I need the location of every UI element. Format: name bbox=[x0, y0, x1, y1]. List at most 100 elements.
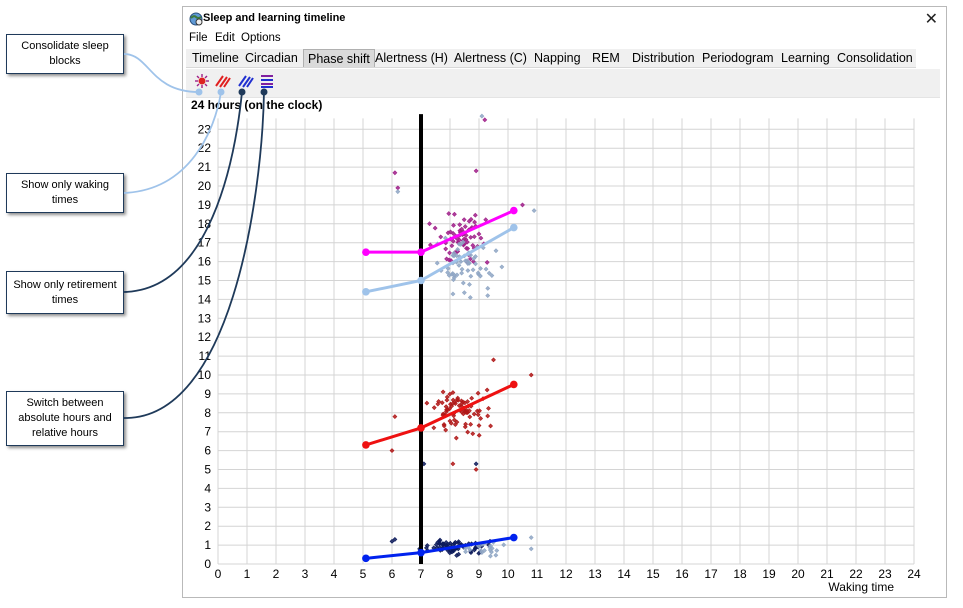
tab-napping[interactable]: Napping bbox=[534, 51, 581, 65]
scatter-point bbox=[446, 272, 452, 278]
scatter-point bbox=[494, 548, 500, 553]
scatter-point bbox=[444, 397, 450, 403]
trend-point-red bbox=[510, 380, 518, 389]
scatter-point bbox=[446, 211, 452, 216]
scatter-point bbox=[531, 208, 537, 213]
trend-line-magenta bbox=[365, 209, 515, 254]
scatter-point bbox=[463, 421, 469, 427]
scatter-point bbox=[476, 432, 482, 438]
scatter-point bbox=[473, 467, 479, 472]
scatter-point bbox=[476, 543, 482, 549]
scatter-point bbox=[457, 222, 463, 228]
scatter-point bbox=[443, 246, 449, 252]
scatter-point bbox=[473, 168, 479, 174]
scatter-point bbox=[462, 224, 468, 229]
scatter-point bbox=[467, 282, 472, 287]
y-tick-label: 17 bbox=[198, 236, 212, 250]
scatter-point bbox=[459, 266, 465, 272]
app-globe-icon bbox=[189, 12, 203, 26]
scatter-point bbox=[451, 275, 457, 280]
hours-mode-icon[interactable] bbox=[258, 72, 276, 90]
trend-point-magenta bbox=[417, 248, 425, 256]
scatter-point bbox=[485, 413, 491, 419]
x-tick-label: 3 bbox=[302, 567, 309, 581]
y-tick-label: 13 bbox=[198, 311, 212, 325]
x-tick-label: 12 bbox=[559, 567, 573, 581]
menu-options[interactable]: Options bbox=[241, 32, 281, 44]
scatter-point bbox=[489, 549, 494, 555]
scatter-point bbox=[466, 260, 472, 266]
scatter-point bbox=[460, 239, 466, 245]
tab-alertness-h[interactable]: Alertness (H) bbox=[375, 51, 448, 65]
scatter-point bbox=[491, 357, 496, 363]
scatter-point bbox=[478, 266, 483, 271]
scatter-point bbox=[493, 248, 499, 254]
scatter-point bbox=[476, 272, 482, 277]
scatter-point bbox=[470, 431, 476, 437]
y-tick-label: 1 bbox=[204, 538, 211, 552]
retirement-only-icon[interactable] bbox=[237, 72, 255, 90]
scatter-point bbox=[441, 423, 447, 429]
trend-point-lightblue bbox=[417, 276, 425, 285]
scatter-point bbox=[468, 421, 474, 427]
scatter-point bbox=[482, 117, 488, 123]
tab-distribution[interactable]: Distribution bbox=[632, 51, 695, 65]
x-tick-label: 17 bbox=[704, 567, 718, 581]
y-tick-label: 16 bbox=[198, 255, 212, 269]
scatter-point bbox=[443, 427, 449, 433]
scatter-point bbox=[473, 261, 478, 267]
scatter-point bbox=[477, 408, 482, 414]
waking-only-icon[interactable] bbox=[214, 72, 232, 90]
tab-consolidation[interactable]: Consolidation bbox=[837, 51, 913, 65]
scatter-point bbox=[528, 546, 534, 552]
menu-edit[interactable]: Edit bbox=[215, 32, 235, 44]
scatter-point bbox=[424, 400, 430, 406]
scatter-point bbox=[392, 170, 398, 176]
x-tick-label: 11 bbox=[531, 567, 544, 581]
scatter-point bbox=[427, 221, 432, 227]
scatter-point bbox=[431, 405, 437, 411]
scatter-point bbox=[437, 540, 442, 546]
scatter-point bbox=[459, 270, 465, 276]
scatter-point bbox=[478, 235, 484, 241]
scatter-point bbox=[461, 290, 467, 296]
scatter-point bbox=[478, 416, 484, 421]
tab-phase-shift[interactable]: Phase shift bbox=[303, 49, 375, 67]
trend-point-red bbox=[362, 441, 370, 449]
scatter-point bbox=[489, 273, 495, 278]
y-tick-label: 0 bbox=[204, 557, 211, 571]
scatter-point bbox=[479, 550, 485, 555]
close-icon[interactable]: ✕ bbox=[924, 11, 938, 28]
tab-timeline[interactable]: Timeline bbox=[192, 51, 239, 65]
scatter-point bbox=[440, 389, 446, 395]
trend-point-blue bbox=[510, 533, 518, 542]
scatter-point bbox=[444, 256, 450, 262]
scatter-point bbox=[450, 253, 456, 258]
scatter-point bbox=[460, 280, 466, 286]
tab-learning[interactable]: Learning bbox=[781, 51, 830, 65]
scatter-point bbox=[520, 202, 525, 208]
tab-periodogram[interactable]: Periodogram bbox=[702, 51, 774, 65]
scatter-point bbox=[473, 461, 479, 467]
scatter-point bbox=[452, 211, 457, 217]
tab-circadian[interactable]: Circadian bbox=[245, 51, 298, 65]
scatter-point bbox=[456, 241, 462, 247]
scatter-point bbox=[463, 258, 468, 264]
tab-rem[interactable]: REM bbox=[592, 51, 620, 65]
scatter-point bbox=[431, 425, 437, 431]
scatter-point bbox=[450, 238, 456, 244]
menu-file[interactable]: File bbox=[189, 32, 208, 44]
y-tick-label: 2 bbox=[204, 519, 211, 533]
x-tick-label: 22 bbox=[849, 567, 863, 581]
scatter-point bbox=[470, 267, 476, 273]
scatter-point bbox=[450, 390, 456, 395]
y-tick-label: 5 bbox=[204, 463, 211, 477]
tab-alertness-c[interactable]: Alertness (C) bbox=[454, 51, 527, 65]
x-tick-label: 18 bbox=[733, 567, 747, 581]
x-tick-label: 0 bbox=[215, 567, 222, 581]
scatter-point bbox=[450, 271, 456, 276]
scatter-point bbox=[467, 547, 473, 553]
scatter-point bbox=[465, 268, 471, 273]
trend-point-lightblue bbox=[362, 288, 370, 296]
x-tick-label: 21 bbox=[820, 567, 834, 581]
